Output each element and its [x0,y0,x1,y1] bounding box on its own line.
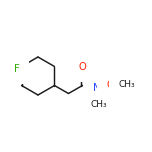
Text: CH₃: CH₃ [90,100,107,109]
Text: F: F [14,55,19,66]
Text: F: F [14,64,19,74]
Text: CH₃: CH₃ [118,80,135,89]
Text: N: N [93,83,100,93]
Text: O: O [79,62,86,71]
Text: O: O [107,79,114,90]
